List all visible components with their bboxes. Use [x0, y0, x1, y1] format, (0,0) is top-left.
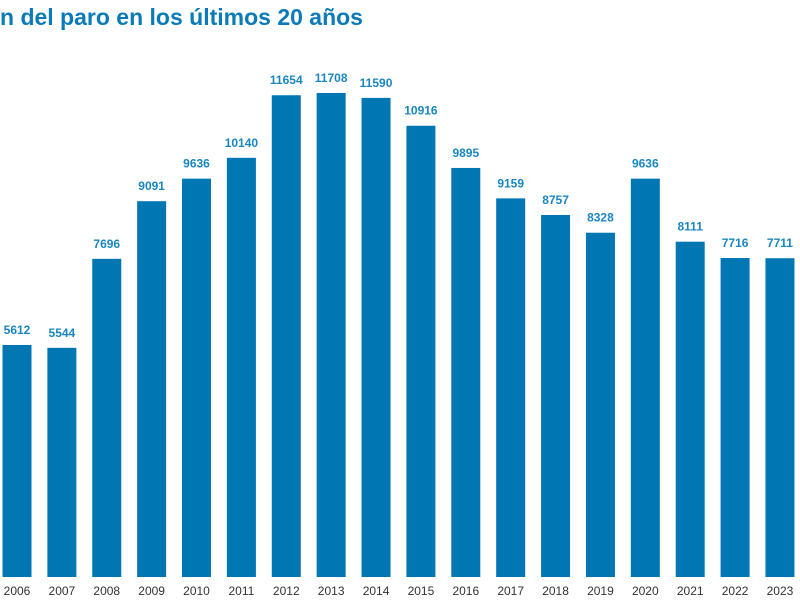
- x-tick-label: 2021: [677, 584, 704, 598]
- data-label-2020: 9636: [632, 157, 659, 171]
- x-tick-label: 2013: [318, 584, 345, 598]
- x-tick-label: 2015: [408, 584, 435, 598]
- data-label-2018: 8757: [542, 193, 569, 207]
- bar-2011: [226, 157, 256, 577]
- bar-2018: [541, 214, 571, 578]
- x-tick-label: 2022: [722, 584, 749, 598]
- bar-2022: [720, 258, 750, 577]
- x-tick-label: 2014: [363, 584, 390, 598]
- x-tick-label: 2019: [587, 584, 614, 598]
- bar-2012: [271, 95, 301, 577]
- bar-2020: [630, 178, 660, 577]
- data-label-2023: 7711: [767, 236, 793, 250]
- data-label-2013: 11708: [315, 71, 348, 85]
- data-label-2011: 10140: [225, 136, 259, 150]
- bar-2023: [765, 258, 795, 577]
- data-label-2010: 9636: [183, 157, 210, 171]
- x-tick-label: 2012: [273, 584, 300, 598]
- bar-2009: [137, 201, 167, 578]
- data-label-2008: 7696: [93, 237, 120, 251]
- bar-2013: [316, 93, 346, 577]
- bar-2021: [675, 241, 705, 577]
- data-label-2007: 5544: [49, 326, 76, 340]
- x-tick-label: 2007: [49, 584, 76, 598]
- x-tick-label: 2020: [632, 584, 659, 598]
- bar-2006: [2, 345, 32, 577]
- data-label-2006: 5612: [4, 323, 31, 337]
- bar-2017: [496, 198, 526, 577]
- x-tick-label: 2016: [452, 584, 479, 598]
- data-label-2022: 7716: [722, 236, 749, 250]
- bar-2016: [451, 167, 481, 578]
- x-tick-label: 2006: [4, 584, 31, 598]
- x-tick-label: 2009: [138, 584, 165, 598]
- chart-title: n del paro en los últimos 20 años: [0, 4, 363, 30]
- bar-2014: [361, 97, 391, 578]
- x-tick-label: 2023: [767, 584, 794, 598]
- x-tick-label: 2017: [497, 584, 524, 598]
- x-tick-label: 2008: [93, 584, 120, 598]
- bar-2008: [92, 258, 122, 577]
- bar-2010: [182, 178, 212, 577]
- data-label-2017: 9159: [497, 176, 524, 190]
- bar-2015: [406, 125, 436, 577]
- data-label-2014: 11590: [360, 76, 393, 90]
- x-tick-label: 2011: [228, 584, 254, 598]
- data-label-2019: 8328: [587, 211, 614, 225]
- x-tick-label: 2010: [183, 584, 210, 598]
- x-tick-label: 2018: [542, 584, 569, 598]
- data-label-2021: 8111: [678, 220, 704, 234]
- data-label-2012: 11654: [270, 73, 303, 87]
- data-label-2015: 10916: [404, 104, 438, 118]
- bar-2007: [47, 347, 77, 577]
- data-label-2009: 9091: [138, 179, 165, 193]
- bar-2019: [585, 232, 615, 577]
- data-label-2016: 9895: [452, 146, 479, 160]
